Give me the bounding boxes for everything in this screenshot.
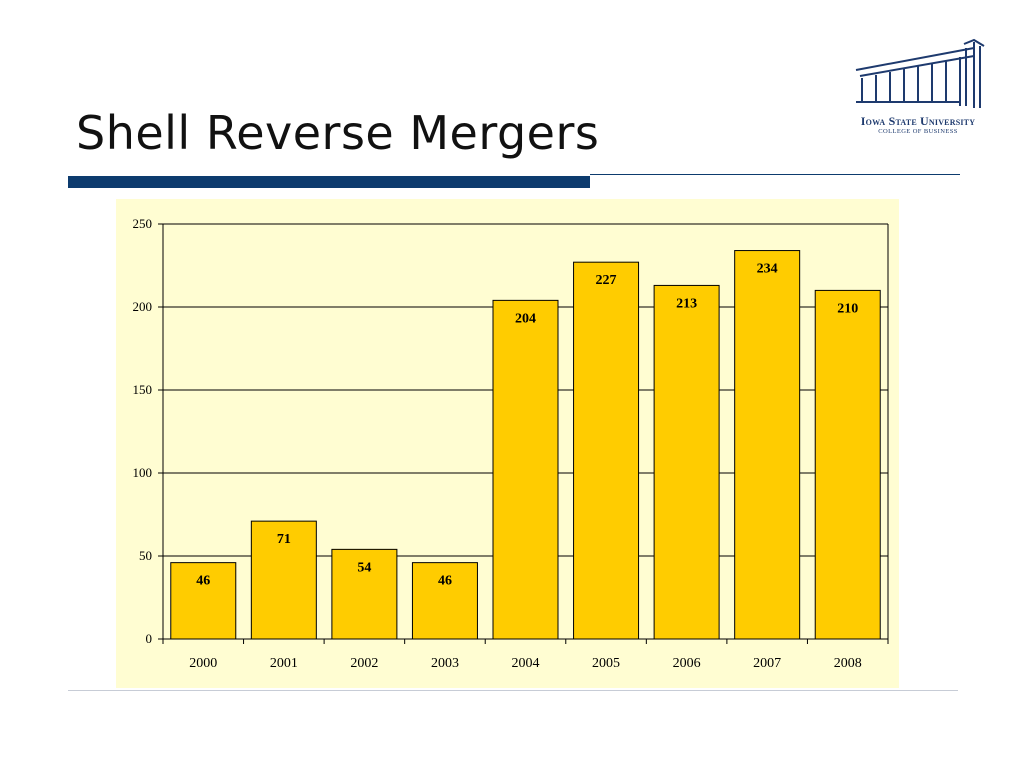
- y-tick-label: 50: [139, 548, 152, 563]
- bars: [171, 251, 880, 639]
- title-underline-bar: [68, 176, 590, 188]
- x-tick-label: 2007: [753, 656, 781, 671]
- data-label: 204: [515, 311, 536, 326]
- y-tick-label: 0: [146, 631, 153, 646]
- university-logo: Iowa State University COLLEGE OF BUSINES…: [848, 38, 988, 140]
- x-tick-label: 2008: [834, 656, 862, 671]
- x-tick-label: 2004: [512, 656, 540, 671]
- page-title: Shell Reverse Mergers: [76, 106, 599, 160]
- logo-college-name: COLLEGE OF BUSINESS: [848, 128, 988, 135]
- data-label: 54: [357, 560, 371, 575]
- data-label: 213: [676, 296, 697, 311]
- data-label: 227: [596, 273, 617, 288]
- building-columns-icon: [848, 38, 988, 112]
- y-tick-label: 150: [133, 382, 153, 397]
- data-label: 234: [757, 262, 778, 277]
- bar-2005: [574, 262, 639, 639]
- y-tick-label: 200: [133, 299, 153, 314]
- bar-2004: [493, 300, 558, 639]
- data-label: 210: [837, 301, 858, 316]
- bar-chart: 0 50 100 150 200 250 2000 2001 2002 2003 2004 2005 2…: [116, 199, 899, 688]
- x-tick-label: 2000: [189, 656, 217, 671]
- data-label: 46: [438, 574, 452, 589]
- x-tick-label: 2001: [270, 656, 298, 671]
- bar-2008: [815, 290, 880, 639]
- x-tick-label: 2006: [673, 656, 701, 671]
- bar-2006: [654, 285, 719, 639]
- chart-panel: 0 50 100 150 200 250 2000 2001 2002 2003 2004 2005 2…: [116, 199, 899, 688]
- x-tick-label: 2002: [350, 656, 378, 671]
- logo-university-name: Iowa State University: [848, 114, 988, 129]
- x-tick-label: 2003: [431, 656, 459, 671]
- y-tick-label: 250: [133, 216, 153, 231]
- footer-divider: [68, 690, 958, 691]
- y-tick-label: 100: [133, 465, 153, 480]
- x-tick-label: 2005: [592, 656, 620, 671]
- data-label: 71: [277, 532, 291, 547]
- title-underline-rule: [590, 174, 960, 175]
- bar-2007: [735, 251, 800, 639]
- data-label: 46: [196, 574, 210, 589]
